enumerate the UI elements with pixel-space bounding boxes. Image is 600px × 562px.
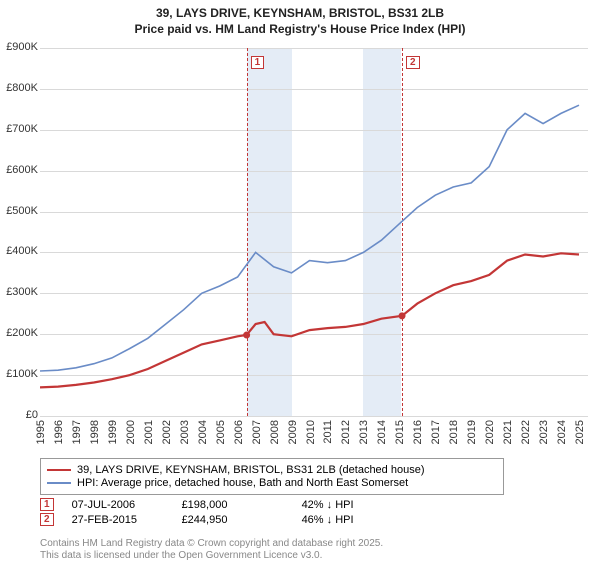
legend-row-price-paid: 39, LAYS DRIVE, KEYNSHAM, BRISTOL, BS31 …: [47, 464, 497, 476]
series-marker: [243, 332, 250, 339]
x-tick-label: 2000: [125, 420, 137, 444]
y-tick-label: £600K: [2, 164, 38, 176]
legend-label-2: HPI: Average price, detached house, Bath…: [77, 477, 408, 489]
sale-price-1: £198,000: [182, 499, 302, 511]
x-tick-label: 2006: [233, 420, 245, 444]
x-tick-label: 2013: [358, 420, 370, 444]
x-tick-label: 2009: [287, 420, 299, 444]
sale-row-1: 1 07-JUL-2006 £198,000 42% ↓ HPI: [40, 498, 354, 511]
y-tick-label: £700K: [2, 123, 38, 135]
attribution-line1: Contains HM Land Registry data © Crown c…: [40, 538, 383, 550]
sale-marker-1: 1: [40, 498, 54, 511]
x-tick-label: 2017: [430, 420, 442, 444]
x-tick-label: 2004: [197, 420, 209, 444]
sale-price-2: £244,950: [182, 514, 302, 526]
x-tick-label: 2025: [574, 420, 586, 444]
sale-delta-1: 42% ↓ HPI: [302, 499, 354, 511]
y-tick-label: £100K: [2, 368, 38, 380]
x-tick-label: 1998: [89, 420, 101, 444]
x-tick-label: 2014: [376, 420, 388, 444]
x-tick-label: 2007: [251, 420, 263, 444]
legend: 39, LAYS DRIVE, KEYNSHAM, BRISTOL, BS31 …: [40, 458, 504, 495]
x-tick-label: 2022: [520, 420, 532, 444]
x-tick-label: 2018: [448, 420, 460, 444]
x-tick-label: 1995: [35, 420, 47, 444]
attribution: Contains HM Land Registry data © Crown c…: [40, 538, 383, 562]
y-tick-label: £300K: [2, 286, 38, 298]
x-tick-label: 2011: [322, 420, 334, 444]
sale-date-2: 27-FEB-2015: [72, 514, 182, 526]
chart-title: 39, LAYS DRIVE, KEYNSHAM, BRISTOL, BS31 …: [0, 0, 600, 37]
x-tick-label: 2002: [161, 420, 173, 444]
y-tick-label: £800K: [2, 82, 38, 94]
sale-date-1: 07-JUL-2006: [72, 499, 182, 511]
x-tick-label: 1999: [107, 420, 119, 444]
x-tick-label: 2010: [305, 420, 317, 444]
plot-area: £0£100K£200K£300K£400K£500K£600K£700K£80…: [40, 48, 588, 416]
legend-swatch-2: [47, 482, 71, 484]
x-tick-label: 2005: [215, 420, 227, 444]
y-tick-label: £400K: [2, 245, 38, 257]
sale-row-2: 2 27-FEB-2015 £244,950 46% ↓ HPI: [40, 513, 354, 526]
x-tick-label: 2003: [179, 420, 191, 444]
x-tick-label: 2021: [502, 420, 514, 444]
title-line2: Price paid vs. HM Land Registry's House …: [0, 22, 600, 38]
legend-label-1: 39, LAYS DRIVE, KEYNSHAM, BRISTOL, BS31 …: [77, 464, 424, 476]
chart-container: 39, LAYS DRIVE, KEYNSHAM, BRISTOL, BS31 …: [0, 0, 600, 560]
x-tick-label: 2001: [143, 420, 155, 444]
sale-marker-2: 2: [40, 513, 54, 526]
sale-delta-2: 46% ↓ HPI: [302, 514, 354, 526]
y-tick-label: £500K: [2, 205, 38, 217]
x-tick-label: 2015: [394, 420, 406, 444]
legend-swatch-1: [47, 469, 71, 471]
series-price_paid: [40, 253, 579, 387]
x-tick-label: 2012: [340, 420, 352, 444]
x-tick-label: 2016: [412, 420, 424, 444]
y-tick-label: £900K: [2, 41, 38, 53]
x-tick-label: 2023: [538, 420, 550, 444]
gridline: [40, 416, 588, 417]
x-tick-label: 1996: [53, 420, 65, 444]
legend-row-hpi: HPI: Average price, detached house, Bath…: [47, 477, 497, 489]
y-tick-label: £200K: [2, 327, 38, 339]
x-tick-label: 2024: [556, 420, 568, 444]
y-tick-label: £0: [2, 409, 38, 421]
title-line1: 39, LAYS DRIVE, KEYNSHAM, BRISTOL, BS31 …: [0, 6, 600, 22]
x-tick-label: 2019: [466, 420, 478, 444]
sales-table: 1 07-JUL-2006 £198,000 42% ↓ HPI 2 27-FE…: [40, 496, 354, 528]
line-layer: [40, 48, 588, 416]
x-tick-label: 2020: [484, 420, 496, 444]
x-tick-label: 2008: [269, 420, 281, 444]
x-tick-label: 1997: [71, 420, 83, 444]
attribution-line2: This data is licensed under the Open Gov…: [40, 550, 383, 562]
series-marker: [399, 312, 406, 319]
